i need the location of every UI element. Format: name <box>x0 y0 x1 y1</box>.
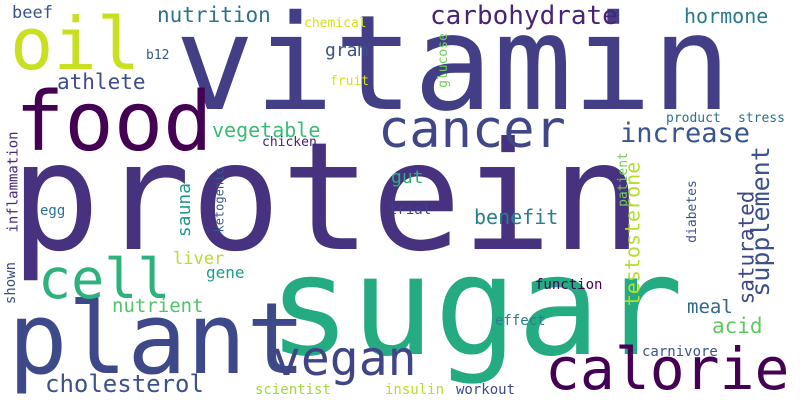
word-carbohydrate: carbohydrate <box>430 1 618 31</box>
word-effect: effect <box>495 313 546 329</box>
word-meal: meal <box>687 296 733 318</box>
word-nutrition: nutrition <box>157 3 271 27</box>
word-diabetes: diabetes <box>684 180 700 243</box>
word-hormone: hormone <box>684 4 769 28</box>
word-nutrient: nutrient <box>112 295 204 317</box>
word-cell: cell <box>38 247 171 311</box>
word-trial: trial <box>389 202 432 218</box>
word-stress: stress <box>738 111 785 126</box>
word-carnivore: carnivore <box>642 344 718 360</box>
word-patient: patient <box>615 152 631 207</box>
word-cholesterol: cholesterol <box>45 370 204 398</box>
word-oil: oil <box>10 2 141 86</box>
word-gene: gene <box>206 263 245 282</box>
word-gram: gram <box>325 40 369 61</box>
word-ketogenic: ketogenic <box>212 167 227 233</box>
word-increase: increase <box>620 118 751 149</box>
word-workout: workout <box>456 382 516 398</box>
word-food: food <box>15 75 213 170</box>
word-product: product <box>666 111 721 126</box>
word-scientist: scientist <box>255 382 331 398</box>
word-egg: egg <box>40 203 66 219</box>
word-chemical: chemical <box>304 16 367 31</box>
word-fruit: fruit <box>330 74 370 89</box>
word-vegan: vegan <box>272 331 417 387</box>
word-sauna: sauna <box>174 182 196 238</box>
word-cancer: cancer <box>378 100 566 160</box>
word-b12: b12 <box>146 48 170 63</box>
word-protein: protein <box>10 111 643 285</box>
word-acid: acid <box>712 314 763 338</box>
word-shown: shown <box>3 261 20 305</box>
word-chicken: chicken <box>262 135 317 150</box>
word-plant: plant <box>8 282 307 397</box>
word-calorie: calorie <box>545 335 790 400</box>
word-gut: gut <box>391 167 424 188</box>
word-vegetable: vegetable <box>212 118 321 142</box>
word-saturated: saturated <box>734 190 759 305</box>
word-athlete: athlete <box>57 70 146 94</box>
word-vitamin: vitamin <box>175 0 732 141</box>
word-liver: liver <box>173 249 225 269</box>
word-inflammation: inflammation <box>5 131 22 233</box>
word-benefit: benefit <box>474 205 559 229</box>
word-glucose: glucose <box>435 33 451 88</box>
word-beef: beef <box>12 3 53 23</box>
word-sugar: sugar <box>268 226 684 387</box>
word-function: function <box>535 277 603 293</box>
word-insulin: insulin <box>385 382 445 398</box>
